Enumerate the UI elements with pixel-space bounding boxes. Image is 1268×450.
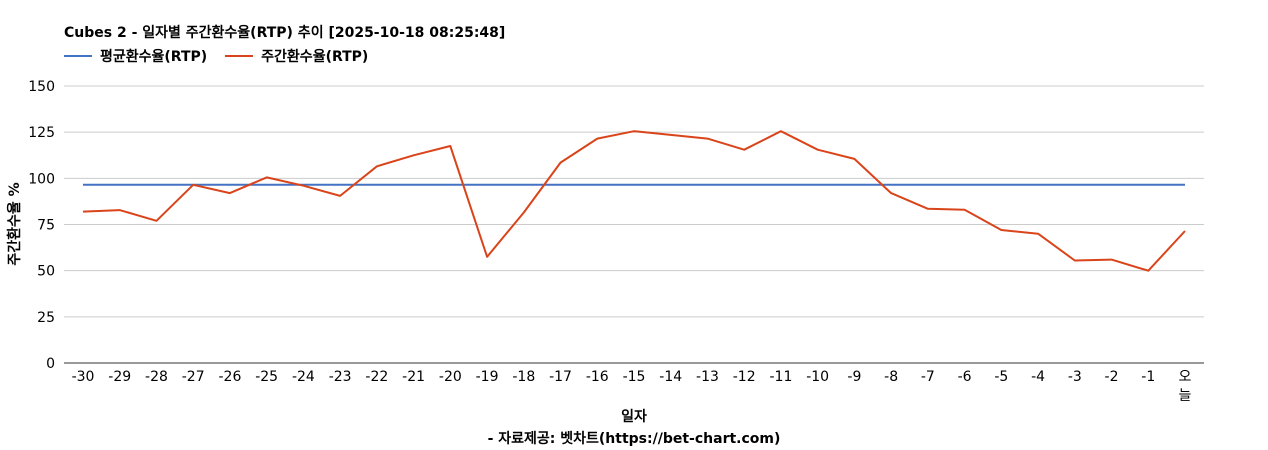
x-tick-label: -27 xyxy=(182,369,205,385)
series-lines xyxy=(82,130,1186,272)
x-tick-label: -16 xyxy=(586,369,609,385)
x-tick-label: -5 xyxy=(994,369,1008,385)
x-tick-label: -28 xyxy=(145,369,168,385)
x-axis-ticks: -30 -29 -28 -27 -26 -25 -24 -23 -22 -21 -20 -19 -18-… xyxy=(72,369,1192,404)
x-tick-label: -1 xyxy=(1141,369,1155,385)
x-tick-label: -12 xyxy=(733,369,756,385)
y-tick-label: 50 xyxy=(37,264,55,280)
y-tick-label: 125 xyxy=(28,125,55,141)
x-tick-label: -24 xyxy=(292,369,315,385)
x-axis-label: 일자 xyxy=(621,409,647,425)
x-tick-label: -23 xyxy=(329,369,352,385)
y-tick-label: 0 xyxy=(46,356,55,372)
y-axis-ticks: 0 25 50 75 100 125 150 xyxy=(28,79,55,372)
x-tick-label: -22 xyxy=(365,369,388,385)
legend-label-average: 평균환수율(RTP) xyxy=(100,49,208,65)
x-tick-label: -7 xyxy=(921,369,935,385)
legend-swatch-weekly xyxy=(225,55,254,57)
y-axis-label: 주간환수율 % xyxy=(7,182,23,266)
x-tick-label: -6 xyxy=(958,369,972,385)
y-tick-label: 100 xyxy=(28,171,55,187)
legend: 평균환수율(RTP) 주간환수율(RTP) xyxy=(64,46,386,66)
x-tick-label: -8 xyxy=(884,369,898,385)
legend-item-weekly[interactable]: 주간환수율(RTP) xyxy=(225,46,368,66)
x-tick-label: -19 xyxy=(476,369,499,385)
x-tick-label: -21 xyxy=(402,369,425,385)
x-tick-label: -4 xyxy=(1031,369,1045,385)
x-tick-label: -20 xyxy=(439,369,462,385)
series-line-weekly[interactable] xyxy=(82,130,1186,272)
chart-title: Cubes 2 - 일자별 주간환수율(RTP) 추이 [2025-10-18 … xyxy=(64,25,506,41)
x-tick-label: -18 xyxy=(512,369,535,385)
y-tick-label: 150 xyxy=(28,79,55,95)
x-tick-label: -15 xyxy=(623,369,646,385)
x-tick-label: -11 xyxy=(769,369,792,385)
x-tick-label: -25 xyxy=(255,369,278,385)
y-tick-label: 75 xyxy=(37,218,55,234)
source-credit: - 자료제공: 벳차트(https://bet-chart.com) xyxy=(487,431,781,447)
x-tick-label: -10 xyxy=(806,369,829,385)
y-tick-label: 25 xyxy=(37,310,55,326)
x-tick-label: -26 xyxy=(218,369,241,385)
x-tick-label: -2 xyxy=(1105,369,1119,385)
x-tick-label: -13 xyxy=(696,369,719,385)
legend-swatch-average xyxy=(64,55,92,57)
x-tick-label: -3 xyxy=(1068,369,1082,385)
x-tick-label: -17 xyxy=(549,369,572,385)
x-tick-label: -30 xyxy=(72,369,95,385)
y-axis-label-wrap: 주간환수율 % xyxy=(3,182,25,265)
legend-item-average[interactable]: 평균환수율(RTP) xyxy=(64,46,207,66)
legend-label-weekly: 주간환수율(RTP) xyxy=(261,49,369,65)
grid-lines xyxy=(64,85,1204,364)
x-tick-label: -14 xyxy=(659,369,682,385)
x-tick-label: -9 xyxy=(847,369,861,385)
x-tick-label: -29 xyxy=(108,369,131,385)
